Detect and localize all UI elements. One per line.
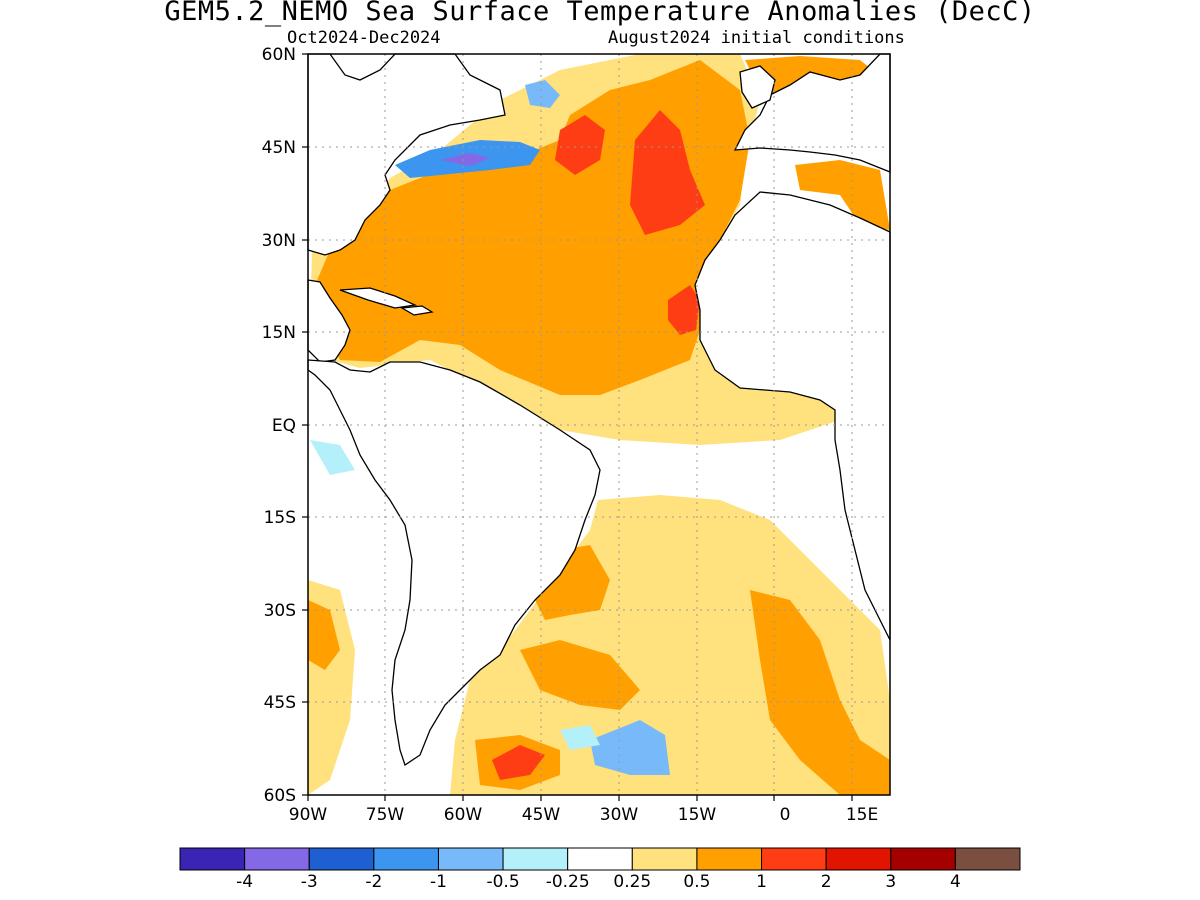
latitude-labels: 60N 45N 30N 15N EQ 15S 30S 45S 60S: [262, 45, 296, 806]
lon-label-0: 0: [780, 805, 791, 825]
lat-label-15n: 15N: [262, 323, 296, 343]
anomaly-region-east-pacific-cool: [310, 440, 355, 475]
colorbar-swatch: [890, 847, 956, 871]
colorbar-swatch: [244, 847, 310, 871]
lon-label-60w: 60W: [444, 805, 483, 825]
anomaly-region-south-atlantic-cool: [560, 725, 600, 750]
coastlines: [307, 53, 891, 767]
anomaly-region-south-atlantic-warm-b: [520, 640, 640, 710]
colorbar-swatch: [567, 847, 633, 871]
colorbar-label: -0.5: [486, 872, 519, 892]
landmass-central-america: [307, 279, 351, 363]
anomaly-region-labrador-cold: [525, 80, 560, 108]
colorbar-label: -2: [365, 872, 382, 892]
colorbar-label: 0.25: [613, 872, 651, 892]
initial-conditions: August2024 initial conditions: [608, 28, 905, 48]
colorbar-swatch: [373, 847, 439, 871]
colorbar-swatch: [825, 847, 892, 871]
lat-label-45n: 45N: [262, 138, 296, 158]
colorbar-label: 1: [756, 872, 767, 892]
anomaly-region-central-atlantic: [630, 110, 705, 235]
chart-title: GEM5.2_NEMO Sea Surface Temperature Anom…: [164, 0, 1036, 27]
lat-label-60s: 60S: [264, 786, 296, 806]
forecast-period: Oct2024-Dec2024: [287, 28, 441, 48]
colorbar-label: 0.5: [683, 872, 710, 892]
lon-label-15e: 15E: [846, 805, 878, 825]
lon-label-45w: 45W: [522, 805, 561, 825]
colorbar-label: -4: [236, 872, 253, 892]
anomaly-region-mauritania: [668, 285, 700, 335]
landmass-cuba: [339, 287, 418, 309]
lon-label-90w: 90W: [289, 805, 328, 825]
colorbar-swatch: [954, 847, 1021, 871]
lon-label-30w: 30W: [600, 805, 639, 825]
landmass-north-america: [307, 53, 506, 256]
colorbar-label: 3: [885, 872, 896, 892]
colorbar-label: 4: [950, 872, 961, 892]
colorbar-swatch: [761, 847, 827, 871]
landmass-south-america: [307, 359, 601, 767]
colorbar-swatch: [437, 847, 504, 871]
colorbar-label: 2: [821, 872, 832, 892]
colorbar-swatch: [696, 847, 763, 871]
longitude-labels: 90W 75W 60W 45W 30W 15W 0 15E: [289, 805, 878, 825]
lat-label-eq: EQ: [272, 416, 296, 436]
lat-label-30s: 30S: [264, 601, 296, 621]
colorbar-swatch: [308, 847, 375, 871]
anomaly-region-azores: [555, 115, 605, 175]
anomaly-region-south-atlantic-hot: [492, 745, 545, 780]
colorbar-label: -0.25: [546, 872, 590, 892]
grid-lines: [308, 54, 890, 795]
lat-label-15s: 15S: [264, 508, 296, 528]
anomaly-region-gulf-stream-coldest: [440, 153, 490, 166]
lat-label-60n: 60N: [262, 45, 296, 65]
landmass-africa: [694, 191, 891, 641]
anomaly-region-south-atlantic-cold: [590, 720, 670, 775]
lon-label-75w: 75W: [366, 805, 405, 825]
colorbar-swatch: [631, 847, 698, 871]
colorbar-label: -3: [301, 872, 318, 892]
lat-label-45s: 45S: [264, 693, 296, 713]
colorbar-swatch: [179, 847, 246, 871]
anomaly-region-mediterranean: [795, 160, 890, 230]
anomaly-region-south-pacific-orange: [308, 600, 340, 670]
colorbar-label: -1: [430, 872, 447, 892]
lon-label-15w: 15W: [678, 805, 717, 825]
colorbar-swatch: [502, 847, 569, 871]
landmass-british-isles: [739, 65, 776, 109]
anomaly-region-south-atlantic-warm-c: [750, 590, 890, 795]
axis-ticks: [302, 53, 853, 801]
color-scale-legend: -4 -3 -2 -1 -0.5 -0.25 0.25 0.5 1 2 3 4: [179, 847, 1021, 892]
lat-label-30n: 30N: [262, 231, 296, 251]
landmass-hispaniola: [399, 305, 434, 316]
